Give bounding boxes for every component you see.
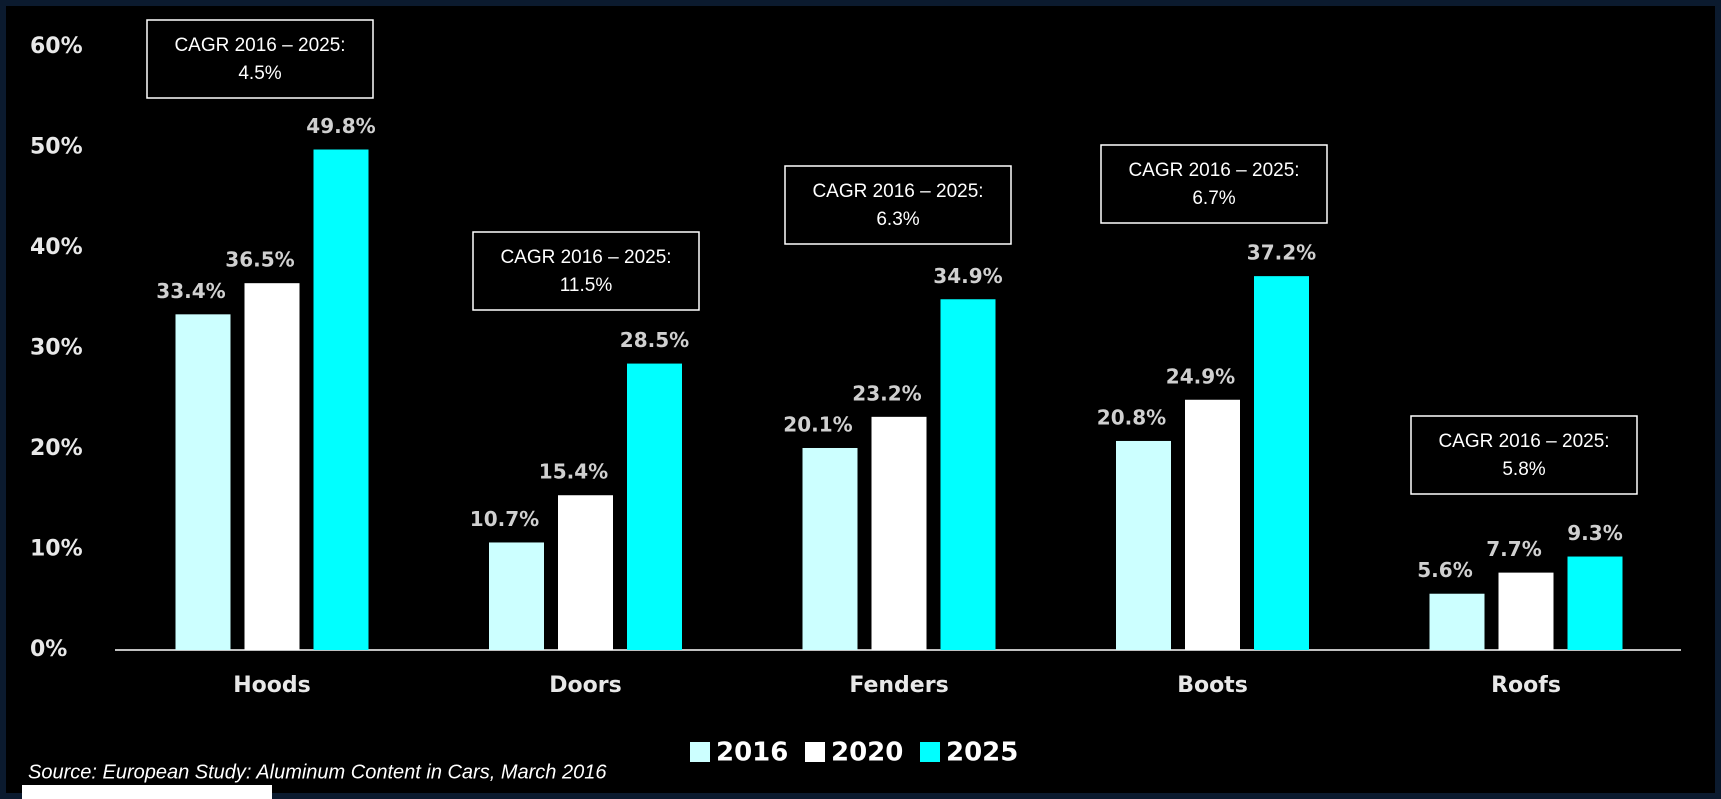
bar <box>871 416 927 650</box>
annotation-box <box>784 165 1012 245</box>
logo <box>22 785 272 799</box>
y-tick-label: 60% <box>30 34 83 59</box>
legend-swatch <box>805 742 825 762</box>
annotation-box <box>146 19 374 99</box>
x-tick-label: Boots <box>1177 673 1248 698</box>
annotation-value: 6.7% <box>1192 188 1235 209</box>
y-tick-label: 30% <box>30 336 83 361</box>
bar <box>313 149 369 650</box>
annotation-value: 6.3% <box>876 209 919 230</box>
legend-swatch <box>690 742 710 762</box>
bar <box>558 495 613 650</box>
annotation-title: CAGR 2016 – 2025: <box>812 181 983 202</box>
x-tick-label: Fenders <box>849 673 948 698</box>
bar <box>244 283 300 650</box>
x-tick-label: Hoods <box>233 673 310 698</box>
bar <box>175 314 231 650</box>
bar <box>1429 593 1485 650</box>
bar <box>1254 276 1309 650</box>
x-tick-label: Roofs <box>1491 673 1561 698</box>
annotation-value: 4.5% <box>238 63 281 84</box>
annotation-box <box>1410 415 1638 495</box>
bar <box>1567 556 1623 650</box>
bar <box>1498 572 1554 650</box>
legend-swatch <box>920 742 940 762</box>
y-tick-label: 40% <box>30 235 83 260</box>
y-tick-label: 50% <box>30 135 83 160</box>
value-label: 24.9% <box>1166 364 1235 388</box>
value-label: 7.7% <box>1486 537 1541 561</box>
value-label: 20.8% <box>1097 405 1166 429</box>
annotation-box <box>1100 144 1328 224</box>
bar <box>1116 440 1171 650</box>
y-tick-label: 20% <box>30 436 83 461</box>
legend-label: 2020 <box>831 738 903 768</box>
bar <box>1185 399 1240 650</box>
annotation-box <box>472 231 700 311</box>
value-label: 9.3% <box>1567 521 1622 545</box>
value-label: 34.9% <box>933 264 1002 288</box>
legend-label: 2025 <box>946 738 1018 768</box>
source: Source: European Study: Aluminum Content… <box>28 761 607 783</box>
annotation-title: CAGR 2016 – 2025: <box>1438 431 1609 452</box>
bar <box>489 542 544 650</box>
y-tick-label: 10% <box>30 537 83 562</box>
value-label: 15.4% <box>539 460 608 484</box>
annotation-value: 5.8% <box>1502 459 1545 480</box>
value-label: 10.7% <box>470 507 539 531</box>
value-label: 5.6% <box>1417 558 1472 582</box>
bar <box>627 363 682 650</box>
annotation-title: CAGR 2016 – 2025: <box>174 35 345 56</box>
bar <box>802 447 858 650</box>
legend-label: 2016 <box>716 738 788 768</box>
bar <box>940 299 996 650</box>
value-label: 23.2% <box>852 381 921 405</box>
value-label: 33.4% <box>156 279 225 303</box>
value-label: 20.1% <box>783 412 852 436</box>
value-label: 28.5% <box>620 328 689 352</box>
annotation-title: CAGR 2016 – 2025: <box>1128 160 1299 181</box>
y-tick-label: 0% <box>30 637 67 662</box>
x-tick-label: Doors <box>549 673 621 698</box>
value-label: 37.2% <box>1247 241 1316 265</box>
value-label: 49.8% <box>306 114 375 138</box>
annotation-value: 11.5% <box>560 275 613 296</box>
annotation-title: CAGR 2016 – 2025: <box>500 247 671 268</box>
value-label: 36.5% <box>225 248 294 272</box>
